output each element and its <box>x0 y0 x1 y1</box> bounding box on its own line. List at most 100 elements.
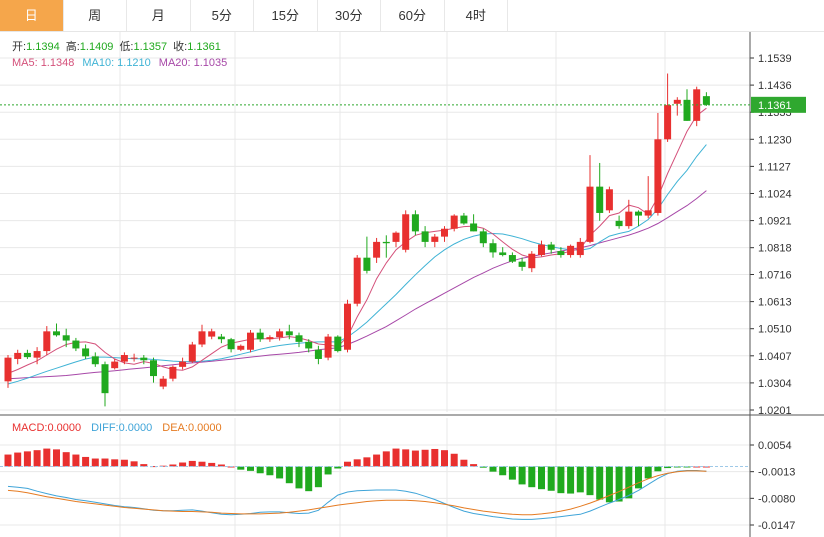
price-tick-label: 1.0304 <box>758 378 792 390</box>
price-tick-label: 1.0613 <box>758 297 792 309</box>
macd-bar <box>53 449 60 467</box>
open-value: 1.1394 <box>26 41 60 53</box>
macd-bar <box>363 457 371 467</box>
macd-bar <box>411 450 419 467</box>
tab-2[interactable]: 月 <box>127 0 191 31</box>
tab-6[interactable]: 60分 <box>381 0 445 31</box>
candle-body <box>702 96 710 105</box>
macd-bar <box>101 458 109 467</box>
macd-bar <box>4 454 12 467</box>
candle-body <box>450 215 458 229</box>
macd-bar <box>208 462 216 467</box>
candle-body <box>664 105 672 140</box>
period-tab-bar: 日周月 5分 15分 30分 60分 4时 <box>0 0 824 32</box>
candle-body <box>625 211 633 227</box>
candle-body <box>247 332 254 350</box>
macd-bar <box>324 466 332 475</box>
macd-bar <box>635 466 642 489</box>
candle-body <box>101 364 109 394</box>
candle-body <box>179 361 187 367</box>
candle-body <box>324 336 332 358</box>
candle-body <box>353 257 361 304</box>
macd-bar <box>334 466 342 469</box>
open-label: 开: <box>12 41 26 53</box>
tab-3[interactable]: 5分 <box>191 0 254 31</box>
price-tick-label: 1.1230 <box>758 134 792 146</box>
tab-1[interactable]: 周 <box>64 0 127 31</box>
candle-body <box>53 331 60 336</box>
candle-body <box>557 251 565 256</box>
macd-bar <box>33 450 41 467</box>
macd-bar <box>188 460 196 467</box>
candle-body <box>91 356 99 365</box>
candle-body <box>169 366 177 379</box>
candle-body <box>217 336 225 340</box>
macd-bar <box>295 466 303 489</box>
macd-bar <box>547 466 555 491</box>
macd-bar <box>605 466 613 503</box>
macd-bar <box>314 466 322 488</box>
candle-body <box>635 211 642 216</box>
macd-bar <box>654 466 662 472</box>
dea-label: DEA: <box>162 422 188 434</box>
price-tick-label: 1.1127 <box>758 161 791 173</box>
candle-body <box>402 214 410 250</box>
tab-0[interactable]: 日 <box>0 0 64 31</box>
macd-bar <box>169 464 177 467</box>
macd-tick-label: 0.0054 <box>758 440 792 452</box>
price-tick-label: 1.0201 <box>758 405 792 417</box>
macd-bar <box>179 462 187 467</box>
macd-bar <box>247 466 254 471</box>
macd-bar <box>72 454 80 467</box>
macd-bar <box>518 466 526 485</box>
candle-body <box>344 303 351 350</box>
tab-4[interactable]: 15分 <box>254 0 318 31</box>
macd-label: MACD: <box>12 422 47 434</box>
macd-bar <box>256 466 264 474</box>
candle-body <box>72 340 80 349</box>
tab-7[interactable]: 4时 <box>445 0 508 31</box>
macd-bar <box>266 466 274 476</box>
macd-bar <box>237 466 245 470</box>
ma-legend: MA5: 1.1348 MA10: 1.1210 MA20: 1.1035 <box>12 57 227 69</box>
macd-bar <box>91 458 99 467</box>
candle-body <box>285 331 293 336</box>
candle-body <box>508 255 516 262</box>
dea-line <box>7 470 707 516</box>
macd-bar <box>285 466 293 484</box>
candle-body <box>314 349 322 359</box>
candle-body <box>33 351 41 358</box>
macd-bar <box>198 461 206 467</box>
candle-body <box>208 331 216 337</box>
macd-value: 0.0000 <box>47 422 81 434</box>
macd-bar <box>140 464 148 467</box>
candle-body <box>547 244 555 250</box>
candle-body <box>111 361 119 369</box>
dea-value: 0.0000 <box>188 422 222 434</box>
candle-body <box>305 341 313 349</box>
candle-body <box>683 99 691 121</box>
macd-bar <box>421 449 429 467</box>
candle-body <box>615 220 623 227</box>
macd-bar <box>130 461 138 467</box>
candle-body <box>227 339 235 350</box>
macd-bar <box>441 450 448 467</box>
candle-body <box>295 335 303 342</box>
price-tick-label: 1.0716 <box>758 270 792 282</box>
candle-body <box>82 348 90 357</box>
candle-body <box>382 241 390 244</box>
macd-bar <box>111 459 119 467</box>
close-value: 1.1361 <box>187 41 221 53</box>
high-value: 1.1409 <box>80 41 114 53</box>
macd-bar <box>615 466 623 502</box>
tab-5[interactable]: 30分 <box>318 0 381 31</box>
candle-body <box>489 243 497 253</box>
macd-bar <box>460 459 468 467</box>
macd-bar <box>557 466 565 494</box>
ma20-line <box>7 190 707 380</box>
price-tick-label: 1.0407 <box>758 351 792 363</box>
candle-body <box>159 378 167 387</box>
candle-body <box>576 241 584 256</box>
price-tick-label: 1.1539 <box>758 53 792 65</box>
price-tick-label: 1.0818 <box>758 243 792 255</box>
